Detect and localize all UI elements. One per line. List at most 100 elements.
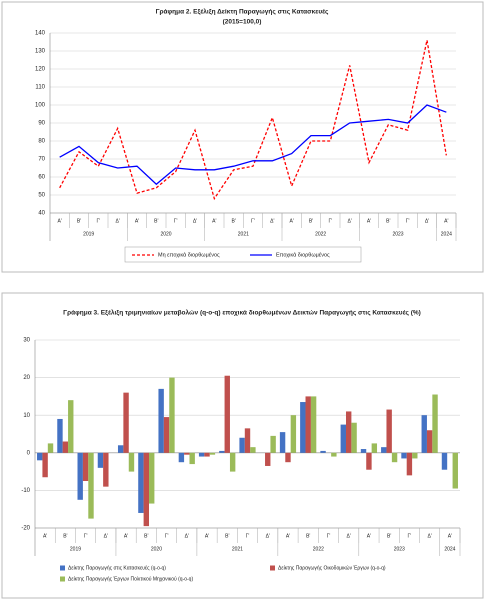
bar (290, 415, 297, 453)
bar (452, 452, 458, 489)
bar (178, 452, 185, 463)
x-tick-label: Β' (309, 218, 313, 224)
chart-title: Γράφημα 3. Εξέλιξη τριμηνιαίων μεταβολών… (63, 309, 421, 317)
bar (406, 452, 413, 476)
x-tick-label: Δ' (270, 218, 274, 224)
bar (345, 411, 352, 453)
bar (143, 452, 150, 527)
y-tick-label: 40 (38, 211, 45, 217)
y-tick-label: 80 (38, 139, 45, 145)
bar (320, 450, 326, 453)
bar (331, 452, 337, 457)
y-tick-label: -20 (21, 526, 30, 532)
x-tick-label: Α' (58, 218, 62, 224)
bar (219, 450, 225, 453)
bar (305, 396, 311, 453)
chart-subtitle: (2015=100,0) (223, 19, 262, 26)
bar (189, 452, 195, 465)
bar (184, 452, 190, 455)
bar (391, 452, 398, 463)
bar (97, 452, 104, 468)
x-group-label: 2023 (392, 231, 403, 237)
x-group-label: 2020 (160, 231, 171, 237)
legend-label: Δείκτης Παραγωγής Οικοδομικών Έργων (q-o… (278, 564, 386, 571)
bar (103, 452, 109, 487)
x-group-label: 2020 (151, 546, 162, 552)
x-tick-label: Β' (154, 218, 158, 224)
x-group-label: 2024 (441, 231, 452, 237)
bar (82, 452, 89, 481)
x-tick-label: Α' (43, 533, 47, 539)
bar (351, 422, 357, 453)
x-tick-label: Β' (77, 218, 81, 224)
bar (366, 452, 372, 470)
y-tick-label: 100 (35, 103, 46, 109)
y-tick-label: 10 (23, 413, 30, 419)
x-tick-label: Γ' (246, 533, 250, 539)
bar (250, 447, 256, 453)
x-tick-label: Β' (386, 218, 390, 224)
y-tick-label: 130 (35, 49, 46, 55)
x-tick-label: Δ' (427, 533, 431, 539)
chart-title: Γράφημα 2. Εξέλιξη Δείκτη Παραγωγής στις… (156, 8, 329, 16)
x-group-label: 2022 (313, 546, 324, 552)
y-tick-label: 30 (23, 338, 30, 344)
bar (371, 443, 378, 453)
bar (244, 428, 251, 453)
x-tick-label: Γ' (408, 533, 412, 539)
bar (138, 452, 144, 513)
bar (198, 452, 205, 457)
x-tick-label: Α' (212, 218, 216, 224)
x-tick-label: Α' (448, 533, 452, 539)
x-tick-label: Α' (367, 218, 371, 224)
bar (88, 452, 94, 519)
x-tick-label: Δ' (425, 218, 429, 224)
x-tick-label: Δ' (347, 533, 351, 539)
x-tick-label: Β' (225, 533, 229, 539)
y-tick-label: 50 (38, 193, 45, 199)
x-tick-label: Β' (232, 218, 236, 224)
bar (386, 409, 392, 453)
x-tick-label: Δ' (348, 218, 352, 224)
bar (310, 396, 317, 453)
legend-swatch (60, 576, 65, 582)
bar (209, 452, 216, 455)
x-group-label: 2021 (238, 231, 249, 237)
bar (169, 377, 175, 453)
y-tick-label: 140 (35, 31, 46, 37)
data-line (59, 40, 447, 201)
y-tick-label: 70 (38, 157, 45, 163)
bar (421, 415, 427, 453)
x-group-label: 2019 (70, 546, 81, 552)
bar (401, 452, 407, 459)
bar (229, 452, 236, 472)
legend-box (124, 246, 362, 263)
bar (158, 388, 164, 453)
legend-label: Εποχικά διορθωμένος (276, 251, 330, 258)
y-tick-label: -10 (21, 488, 30, 494)
x-group-label: 2024 (444, 546, 455, 552)
bar (239, 437, 245, 453)
x-tick-label: Δ' (116, 218, 120, 224)
x-tick-label: Α' (135, 218, 139, 224)
bar (265, 452, 271, 466)
x-group-label: 2019 (83, 231, 94, 237)
legend-swatch (270, 565, 275, 571)
y-tick-label: 120 (35, 67, 46, 73)
legend-label: Δείκτης Παραγωγής στις Κατασκευές (q-o-q… (68, 564, 166, 571)
bar (360, 449, 367, 453)
bar (224, 375, 230, 453)
chart-frame (1, 1, 484, 273)
bar (57, 418, 63, 453)
bar (412, 452, 418, 459)
bar (42, 452, 48, 478)
bar (270, 435, 276, 453)
bar (123, 392, 129, 453)
legend-swatch (60, 565, 65, 571)
y-tick-label: 90 (38, 121, 45, 127)
bar (68, 400, 74, 453)
x-tick-label: Β' (144, 533, 148, 539)
y-tick-label: 0 (27, 450, 31, 456)
